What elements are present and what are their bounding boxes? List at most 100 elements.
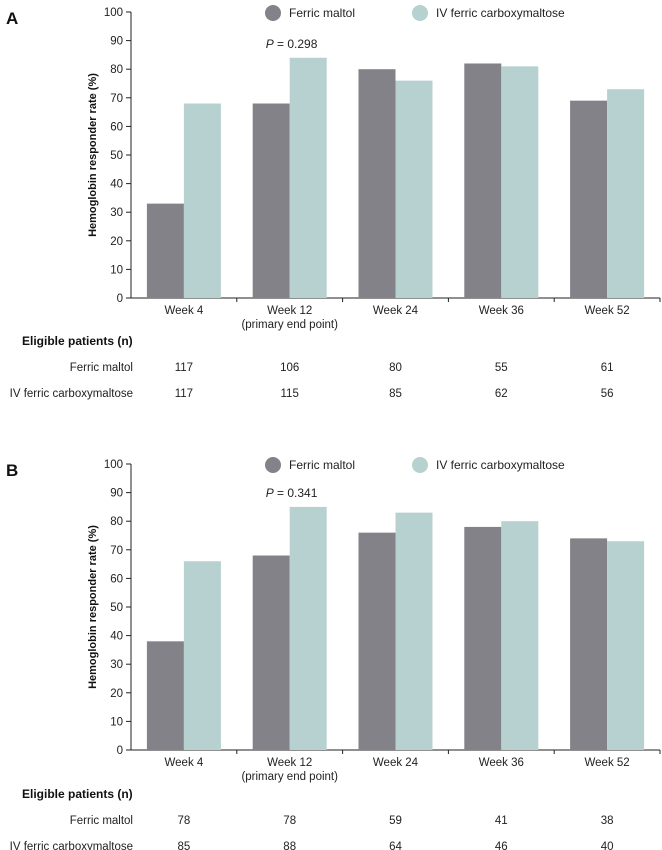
table-cell: 46	[495, 841, 508, 850]
table-cell: 38	[601, 815, 614, 827]
table-row-label: IV ferric carboxymaltose	[10, 841, 133, 850]
table-cell: 56	[601, 388, 614, 400]
bar-ferric-maltol-4	[464, 63, 502, 299]
table-cell: 80	[389, 362, 402, 374]
x-tick-label: Week 24	[373, 757, 419, 769]
bar-ferric-maltol-5	[570, 100, 608, 298]
table-row-label: IV ferric carboxymaltose	[10, 388, 133, 400]
y-tick-label: 20	[110, 236, 123, 248]
y-tick-label: 40	[110, 631, 123, 643]
bar-ferric-maltol-2	[252, 555, 290, 750]
y-tick-label: 80	[110, 516, 123, 528]
chart-panel-a: A Hemoglobin responder rate (%) 0 10 20 30 40 5…	[6, 5, 661, 400]
legend-label: IV ferric carboxymaltose	[436, 458, 565, 472]
y-tick-label: 30	[110, 207, 123, 219]
table-cell: 88	[283, 841, 296, 850]
y-tick-label: 0	[117, 293, 123, 305]
bar-iv-ferric-carboxymaltose-4	[501, 521, 539, 750]
x-tick-label: Week 52	[585, 305, 630, 317]
bar-iv-ferric-carboxymaltose-4	[501, 66, 539, 298]
y-tick-label: 10	[110, 716, 123, 728]
panel-letter: A	[6, 9, 18, 28]
bar-iv-ferric-carboxymaltose-3	[395, 512, 433, 750]
legend-swatch	[412, 457, 428, 473]
table-cell: 85	[178, 841, 191, 850]
table-cell: 64	[389, 841, 402, 850]
bar-ferric-maltol-4	[464, 526, 502, 750]
legend-swatch	[412, 5, 428, 21]
bar-ferric-maltol-2	[252, 103, 290, 299]
bar-iv-ferric-carboxymaltose-5	[607, 89, 645, 298]
legend-label: Ferric maltol	[289, 6, 355, 20]
y-tick-label: 0	[117, 745, 123, 757]
bar-iv-ferric-carboxymaltose-3	[395, 80, 433, 298]
table-title: Eligible patients (n)	[22, 787, 133, 801]
bar-iv-ferric-carboxymaltose-1	[183, 561, 221, 750]
table-cell: 78	[178, 815, 191, 827]
table-cell: 106	[280, 362, 299, 374]
y-tick-label: 50	[110, 150, 123, 162]
table-cell: 117	[175, 362, 193, 374]
x-tick-sublabel: (primary end point)	[241, 771, 338, 783]
table-cell: 85	[389, 388, 402, 400]
table-row-label: Ferric maltol	[70, 362, 133, 374]
legend-label: Ferric maltol	[289, 458, 355, 472]
legend-label: IV ferric carboxymaltose	[436, 6, 565, 20]
table-cell: 117	[175, 388, 193, 400]
x-tick-label: Week 12	[267, 757, 312, 769]
x-tick-label: Week 52	[585, 757, 630, 769]
table-cell: 61	[601, 362, 614, 374]
table-title: Eligible patients (n)	[22, 334, 133, 348]
bar-ferric-maltol-3	[358, 532, 396, 750]
y-tick-label: 100	[104, 459, 123, 471]
p-value-symbol: P	[266, 37, 274, 51]
legend-swatch	[265, 5, 281, 21]
x-tick-label: Week 36	[479, 305, 524, 317]
bar-iv-ferric-carboxymaltose-1	[183, 103, 221, 299]
panel-letter: B	[6, 461, 18, 480]
x-tick-label: Week 24	[373, 305, 419, 317]
table-cell: 59	[389, 815, 402, 827]
table-cell: 40	[601, 841, 614, 850]
p-value-annotation: P = 0.298	[266, 37, 318, 51]
bar-ferric-maltol-1	[146, 641, 184, 750]
bar-ferric-maltol-5	[570, 538, 608, 750]
p-value-text: = 0.341	[274, 486, 318, 500]
chart-panel-b: B Hemoglobin responder rate (%) 0 10 20 30 40 5…	[6, 457, 661, 850]
y-tick-label: 100	[104, 7, 123, 19]
legend-swatch	[265, 457, 281, 473]
x-tick-label: Week 4	[165, 757, 204, 769]
y-tick-label: 70	[110, 93, 123, 105]
bar-ferric-maltol-3	[358, 69, 396, 298]
x-tick-label: Week 36	[479, 757, 524, 769]
y-tick-label: 50	[110, 602, 123, 614]
p-value-text: = 0.298	[274, 37, 318, 51]
table-cell: 41	[495, 815, 508, 827]
table-cell: 62	[495, 388, 508, 400]
y-tick-label: 80	[110, 64, 123, 76]
y-tick-label: 60	[110, 121, 123, 133]
y-tick-label: 40	[110, 179, 123, 191]
y-tick-label: 60	[110, 573, 123, 585]
p-value-annotation: P = 0.341	[266, 486, 318, 500]
y-tick-label: 90	[110, 488, 123, 500]
x-tick-label: Week 12	[267, 305, 312, 317]
y-tick-label: 90	[110, 36, 123, 48]
bar-ferric-maltol-1	[146, 203, 184, 298]
y-tick-label: 10	[110, 264, 123, 276]
bar-iv-ferric-carboxymaltose-2	[289, 57, 327, 299]
bar-iv-ferric-carboxymaltose-5	[607, 541, 645, 750]
x-tick-label: Week 4	[165, 305, 204, 317]
bar-iv-ferric-carboxymaltose-2	[289, 506, 327, 750]
table-cell: 115	[281, 388, 299, 400]
y-tick-label: 70	[110, 545, 123, 557]
y-axis-label: Hemoglobin responder rate (%)	[87, 525, 99, 689]
y-tick-label: 30	[110, 659, 123, 671]
table-row-label: Ferric maltol	[70, 815, 133, 827]
y-axis-label: Hemoglobin responder rate (%)	[87, 73, 99, 237]
x-tick-sublabel: (primary end point)	[241, 319, 338, 331]
table-cell: 55	[495, 362, 508, 374]
y-tick-label: 20	[110, 688, 123, 700]
table-cell: 78	[283, 815, 296, 827]
